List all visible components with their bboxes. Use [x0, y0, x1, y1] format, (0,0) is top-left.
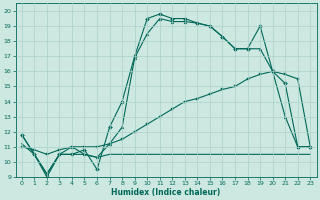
X-axis label: Humidex (Indice chaleur): Humidex (Indice chaleur)	[111, 188, 221, 197]
